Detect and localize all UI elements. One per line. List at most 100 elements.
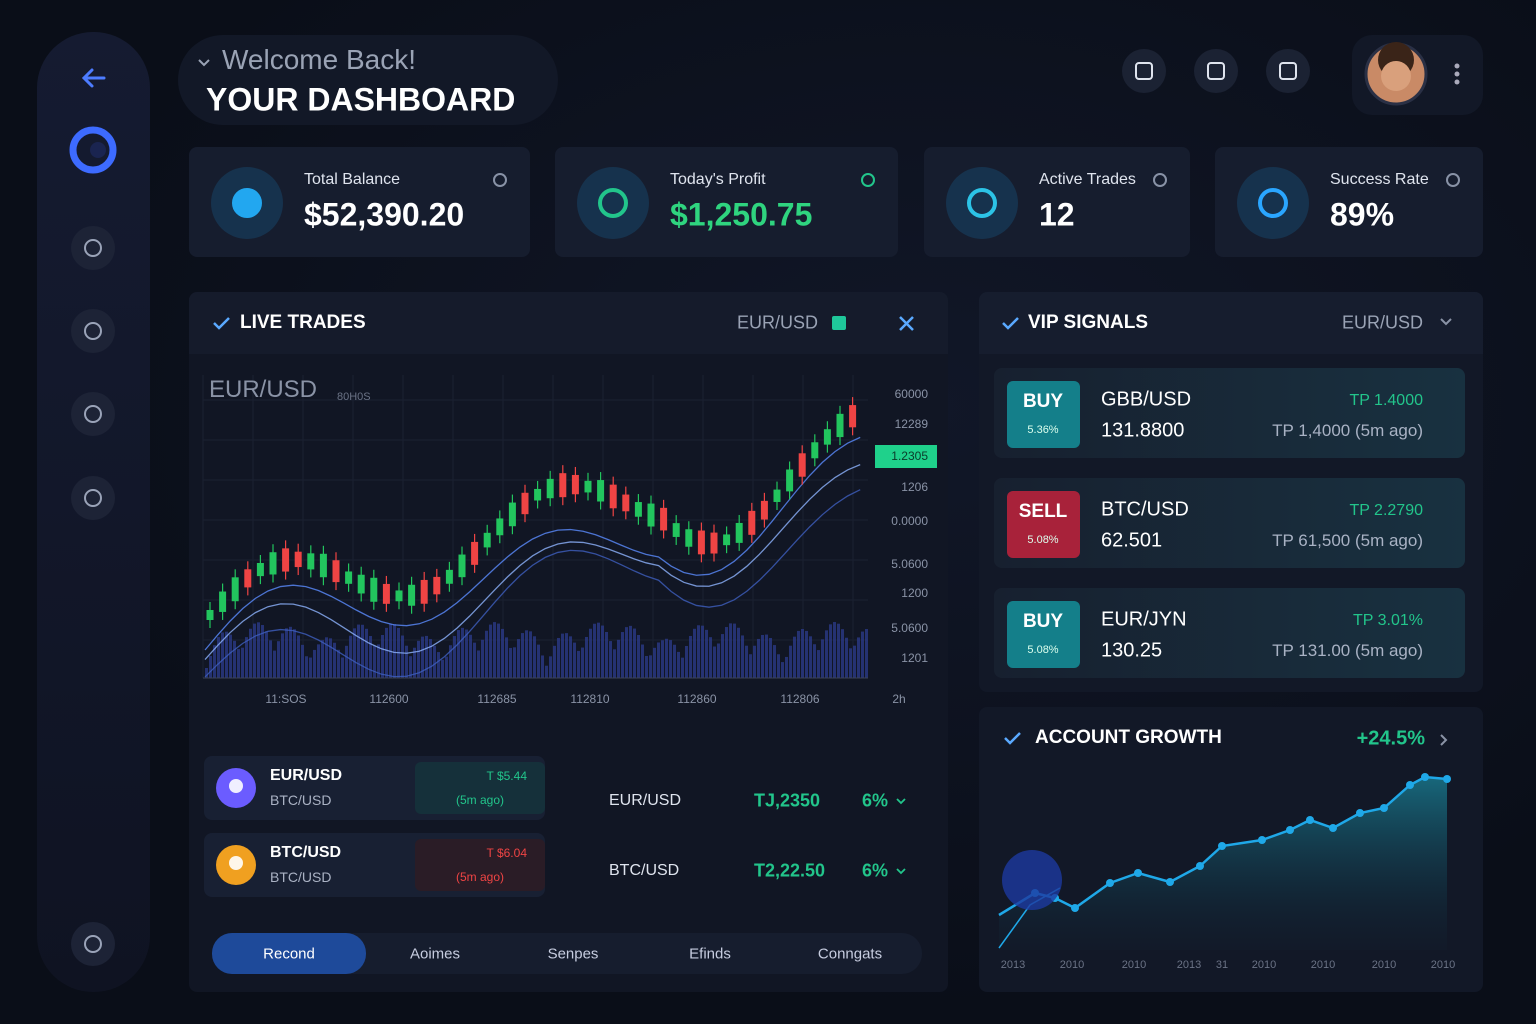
volume-bar <box>857 637 860 678</box>
panel-header <box>979 292 1483 354</box>
signal-price: 130.25 <box>1101 639 1163 662</box>
volume-bar <box>489 624 492 678</box>
volume-bar <box>661 640 664 678</box>
position-icon-inner <box>229 779 243 793</box>
volume-bar <box>441 659 444 678</box>
header-button[interactable] <box>1266 49 1310 93</box>
chevron <box>1440 734 1448 746</box>
growth-point <box>1286 826 1294 834</box>
growth-point <box>1406 781 1414 789</box>
volume-bar <box>481 639 484 678</box>
nav-button[interactable] <box>71 226 115 270</box>
tab-active[interactable] <box>212 933 366 974</box>
volume-bar <box>533 636 536 678</box>
nav-button[interactable] <box>71 309 115 353</box>
volume-bar <box>673 644 676 678</box>
price-label: 5.0600 <box>891 557 928 571</box>
candle-body <box>609 484 617 509</box>
volume-bar <box>809 636 812 678</box>
volume-bar <box>237 649 240 678</box>
volume-bar <box>609 641 612 678</box>
candle-body <box>445 569 453 584</box>
header-button[interactable] <box>1122 49 1166 93</box>
volume-bar <box>573 642 576 678</box>
volume-bar <box>733 623 736 678</box>
candle-body <box>521 492 529 515</box>
stat-value: 89% <box>1330 196 1395 233</box>
volume-bar <box>821 639 824 678</box>
volume-bar <box>697 625 700 678</box>
stat-value: $1,250.75 <box>670 196 813 233</box>
volume-bar <box>689 635 692 678</box>
volume-bar <box>833 622 836 678</box>
volume-bar <box>221 632 224 678</box>
candle-body <box>559 473 567 498</box>
volume-bar <box>461 627 464 678</box>
tab[interactable]: Conngats <box>817 945 883 963</box>
volume-bar <box>313 649 316 678</box>
candle-body <box>458 554 466 578</box>
volume-bar <box>637 634 640 678</box>
nav-button[interactable] <box>71 922 115 966</box>
volume-bar <box>817 650 820 678</box>
volume-bar <box>605 631 608 678</box>
growth-point <box>1380 804 1388 812</box>
nav-button[interactable] <box>71 392 115 436</box>
avatar-face <box>1381 61 1411 91</box>
signal-detail: TP 131.00 (5m ago) <box>1272 641 1423 660</box>
position-time: (5m ago) <box>455 793 505 807</box>
volume-bar <box>433 645 436 678</box>
volume-bar <box>773 645 776 678</box>
tab[interactable]: Senpes <box>547 945 599 963</box>
growth-x-label: 2010 <box>1371 959 1397 971</box>
price-label: 1201 <box>901 651 928 665</box>
candle-body <box>622 494 630 512</box>
volume-bar <box>401 635 404 678</box>
price-label: 60000 <box>894 387 928 401</box>
tab[interactable]: Aoimes <box>409 945 461 963</box>
volume-bar <box>453 636 456 678</box>
growth-point <box>1134 869 1142 877</box>
candle-body <box>748 510 756 535</box>
candle-body <box>849 405 857 428</box>
header-icon <box>1207 62 1225 80</box>
time-label: 2h <box>892 692 906 706</box>
nav-button[interactable] <box>71 476 115 520</box>
volume-bar <box>741 635 744 678</box>
candle-body <box>836 413 844 438</box>
moving-average <box>204 489 861 678</box>
volume-bar <box>233 640 236 678</box>
position-tp-box <box>415 762 545 814</box>
tab[interactable]: Recond <box>263 945 315 963</box>
panel-title: ACCOUNT GROWTH <box>1035 727 1222 748</box>
volume-bar <box>253 623 256 678</box>
tab[interactable]: Efinds <box>689 945 731 963</box>
signal-tp: TP 2.2790 <box>1349 502 1423 519</box>
volume-bar <box>517 639 520 678</box>
volume-bar <box>837 623 840 678</box>
volume-bar <box>713 646 716 678</box>
volume-bar <box>465 629 468 678</box>
volume-bar <box>417 640 420 678</box>
volume-bar <box>281 633 284 678</box>
pair-icon <box>832 316 846 330</box>
volume-bar <box>593 623 596 678</box>
volume-bar <box>445 656 448 678</box>
volume-bar <box>581 647 584 678</box>
row-pct: 6% <box>862 860 889 881</box>
volume-bar <box>385 627 388 678</box>
signal-detail: TP 61,500 (5m ago) <box>1272 531 1423 550</box>
check-icon <box>1004 732 1021 745</box>
volume-bar <box>813 644 816 678</box>
candle-body <box>773 489 781 502</box>
candle-body <box>294 551 302 568</box>
position-pair: BTC/USD <box>270 844 342 861</box>
header-button[interactable] <box>1194 49 1238 93</box>
volume-bar <box>793 636 796 678</box>
volume-bar <box>425 635 428 678</box>
volume-bar <box>633 628 636 678</box>
volume-bar <box>765 634 768 678</box>
volume-bar <box>309 657 312 678</box>
growth-point <box>1329 824 1337 832</box>
signal-badge <box>1007 491 1080 558</box>
